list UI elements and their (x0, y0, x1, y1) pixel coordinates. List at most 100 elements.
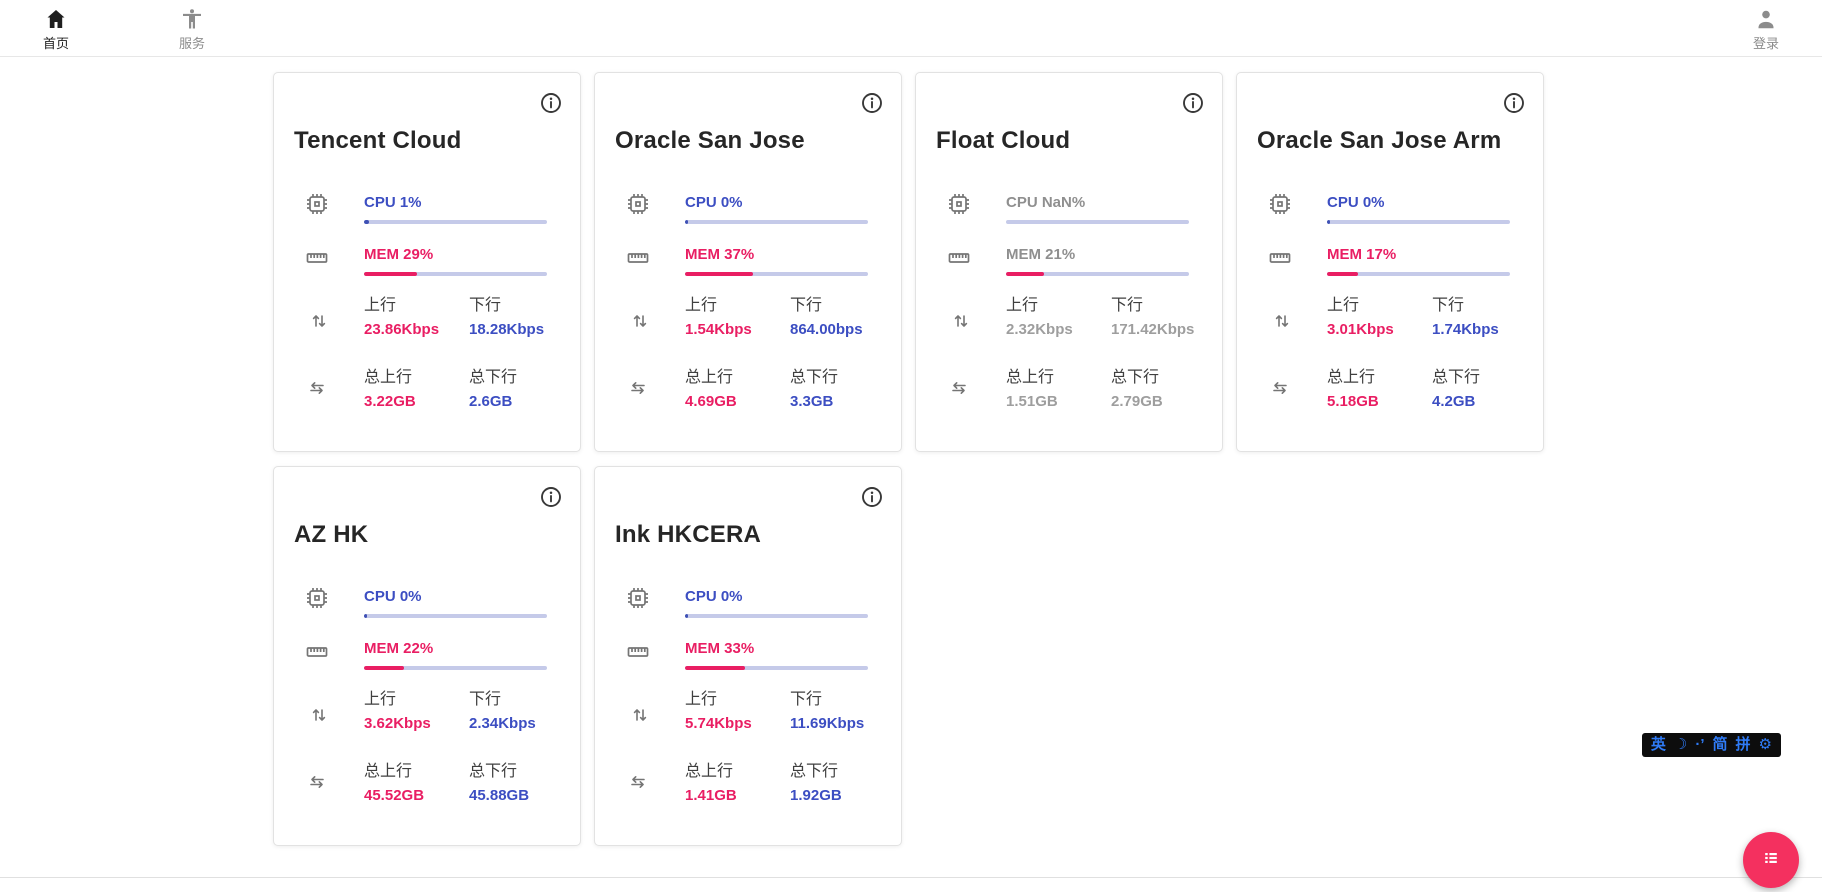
cpu-progress-bar (1006, 220, 1189, 224)
mem-text: MEM 21% (1006, 246, 1076, 263)
down-label: 下行 (1111, 297, 1144, 314)
memory-ruler-icon (1268, 246, 1292, 270)
up-value: 5.74Kbps (685, 715, 752, 732)
total-up-label: 总上行 (1006, 369, 1055, 386)
server-list-fab[interactable] (1743, 832, 1799, 888)
mem-progress-bar (364, 272, 547, 276)
nav-item-login[interactable]: 登录 (1738, 0, 1794, 56)
server-name: Ink HKCERA (615, 520, 762, 548)
up-down-arrows-icon (628, 309, 652, 333)
server-card: Oracle San Jose Arm CPU 0% (1236, 72, 1544, 452)
nav-item-home[interactable]: 首页 (28, 0, 84, 56)
mem-text: MEM 33% (685, 640, 755, 657)
ime-toolbar[interactable]: 英 ☽ ·’ 简拼 ⚙ (1641, 733, 1781, 757)
cpu-progress-bar (685, 220, 868, 224)
total-up-label: 总上行 (364, 369, 413, 386)
down-value: 18.28Kbps (469, 321, 545, 338)
mem-progress-bar (685, 272, 868, 276)
info-icon[interactable] (860, 91, 884, 115)
total-up-label: 总上行 (1327, 369, 1376, 386)
memory-ruler-icon (947, 246, 971, 270)
cpu-metric: CPU 0% (1327, 193, 1510, 224)
server-name: Oracle San Jose Arm (1257, 126, 1502, 154)
up-value: 2.32Kbps (1006, 321, 1073, 338)
nav-login-label: 登录 (1752, 35, 1779, 51)
footer-divider (0, 877, 1822, 878)
ime-moon-icon[interactable]: ☽ (1673, 736, 1688, 753)
cpu-text: CPU 0% (685, 194, 743, 211)
mem-progress-bar (364, 666, 547, 670)
cpu-chip-icon (305, 192, 329, 216)
total-down-value: 45.88GB (469, 787, 530, 804)
swap-horizontal-icon (305, 376, 329, 400)
down-value: 1.74Kbps (1432, 321, 1499, 338)
server-name: Oracle San Jose (615, 126, 805, 154)
nav-item-services[interactable]: 服务 (164, 0, 220, 56)
total-down-value: 1.92GB (790, 787, 842, 804)
cpu-text: CPU NaN% (1006, 194, 1086, 211)
info-icon[interactable] (1181, 91, 1205, 115)
up-label: 上行 (1006, 297, 1039, 314)
cpu-bar-fill (1327, 220, 1330, 224)
cpu-metric: CPU 0% (685, 193, 868, 224)
total-down-value: 4.2GB (1432, 393, 1476, 410)
mem-progress-bar (1327, 272, 1510, 276)
up-label: 上行 (364, 691, 397, 708)
person-icon (1754, 5, 1778, 31)
up-label: 上行 (685, 297, 718, 314)
server-name: Float Cloud (936, 126, 1071, 154)
up-down-arrows-icon (307, 309, 331, 333)
memory-ruler-icon (305, 246, 329, 270)
ime-lang-english[interactable]: 英 (1650, 736, 1666, 753)
mem-progress-bar (685, 666, 868, 670)
info-icon[interactable] (539, 485, 563, 509)
up-value: 1.54Kbps (685, 321, 752, 338)
down-label: 下行 (1432, 297, 1465, 314)
down-value: 2.34Kbps (469, 715, 536, 732)
cpu-bar-fill (364, 614, 367, 618)
down-label: 下行 (790, 691, 823, 708)
cpu-chip-icon (626, 192, 650, 216)
down-label: 下行 (469, 297, 502, 314)
down-value: 864.00bps (790, 321, 863, 338)
cpu-bar-fill (685, 614, 688, 618)
up-label: 上行 (685, 691, 718, 708)
swap-horizontal-icon (626, 376, 650, 400)
total-up-label: 总上行 (364, 763, 413, 780)
cpu-chip-icon (626, 586, 650, 610)
mem-metric: MEM 37% (685, 245, 868, 276)
swap-horizontal-icon (1268, 376, 1292, 400)
total-down-label: 总下行 (1111, 369, 1160, 386)
info-icon[interactable] (860, 485, 884, 509)
server-name: AZ HK (294, 520, 369, 548)
down-label: 下行 (469, 691, 502, 708)
ime-punctuation-mode[interactable]: ·’ (1695, 736, 1705, 753)
up-label: 上行 (1327, 297, 1360, 314)
server-card: AZ HK CPU 0% (273, 466, 581, 846)
total-down-label: 总下行 (469, 369, 518, 386)
ime-pinyin-mode[interactable]: 拼 (1735, 736, 1751, 753)
mem-metric: MEM 21% (1006, 245, 1189, 276)
info-icon[interactable] (1502, 91, 1526, 115)
cpu-chip-icon (1268, 192, 1292, 216)
cpu-metric: CPU NaN% (1006, 193, 1189, 224)
up-down-arrows-icon (628, 703, 652, 727)
server-name: Tencent Cloud (294, 126, 462, 154)
up-value: 3.01Kbps (1327, 321, 1394, 338)
ime-simplified-chinese[interactable]: 简 (1712, 736, 1728, 753)
cpu-metric: CPU 0% (364, 587, 547, 618)
ime-settings-gear-icon[interactable]: ⚙ (1758, 736, 1772, 753)
memory-ruler-icon (626, 246, 650, 270)
cpu-bar-fill (364, 220, 370, 224)
mem-metric: MEM 22% (364, 639, 547, 670)
info-icon[interactable] (539, 91, 563, 115)
cpu-text: CPU 0% (685, 588, 743, 605)
up-value: 3.62Kbps (364, 715, 431, 732)
mem-text: MEM 22% (364, 640, 434, 657)
list-icon (1759, 846, 1783, 875)
up-label: 上行 (364, 297, 397, 314)
cpu-progress-bar (1327, 220, 1510, 224)
mem-bar-fill (364, 666, 405, 670)
cpu-text: CPU 0% (1327, 194, 1385, 211)
home-icon (44, 5, 68, 31)
